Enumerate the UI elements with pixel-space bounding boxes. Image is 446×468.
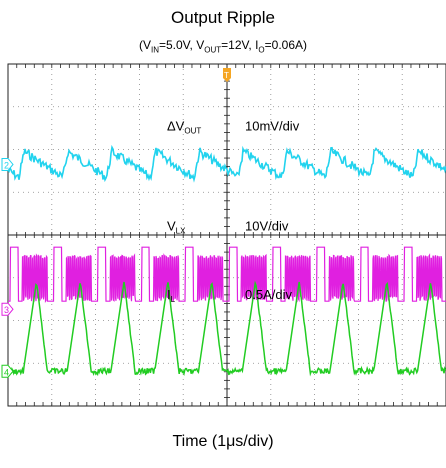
trace-scale-3: 10V/div — [245, 219, 289, 234]
trace-scale-2: 10mV/div — [245, 118, 300, 133]
trace-scale-4: 0.5A/div — [245, 287, 292, 302]
trace-name-main: ΔV — [167, 118, 185, 133]
channel-number-4: 4 — [4, 367, 9, 377]
x-axis-label: Time (1μs/div) — [0, 433, 446, 451]
trace-name-3: VLX — [167, 219, 186, 236]
trace-name-2: ΔVOUT — [167, 118, 201, 135]
trace-name-sub: L — [171, 295, 176, 304]
channel-number-2: 2 — [4, 160, 9, 170]
trigger-label: T — [224, 71, 229, 80]
trace-name-sub: LX — [176, 227, 186, 236]
scope-grid — [8, 64, 446, 406]
trace-name-main: V — [167, 219, 176, 234]
channel-number-3: 3 — [4, 305, 9, 315]
trace-name-sub: OUT — [184, 126, 201, 135]
